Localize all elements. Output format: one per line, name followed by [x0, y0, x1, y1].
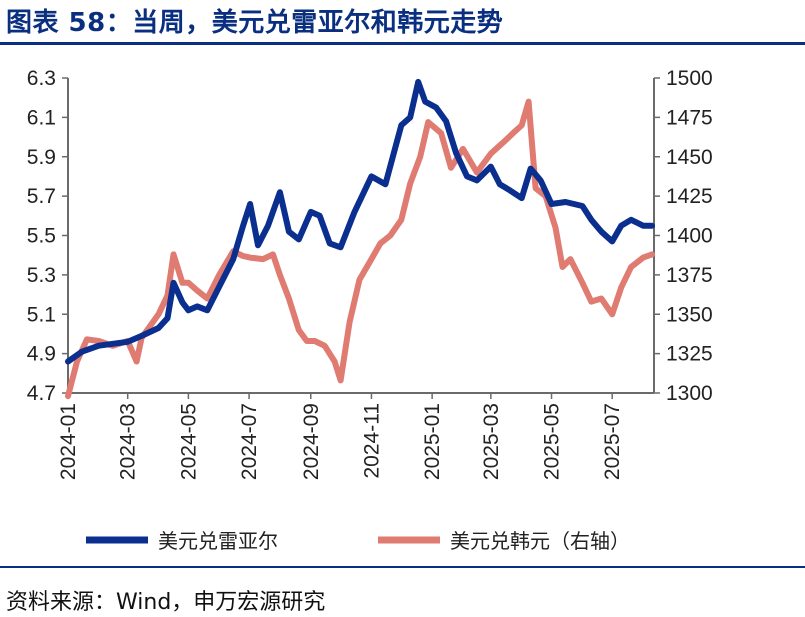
footer-divider	[0, 566, 805, 568]
legend-label: 美元兑韩元（右轴）	[450, 529, 630, 553]
legend: 美元兑雷亚尔 美元兑韩元（右轴）	[86, 529, 630, 553]
right-y-tick-label: 1300	[666, 382, 713, 405]
right-y-ticks: 1300 1325 1350 1375 1400 1425 1450 1475 1500	[654, 67, 713, 405]
right-y-tick-label: 1500	[666, 67, 713, 90]
x-tick-label: 2024-09	[300, 403, 323, 480]
left-y-tick-label: 6.3	[27, 67, 56, 90]
x-tick-label: 2024-07	[238, 403, 261, 480]
x-tick-label: 2024-03	[117, 403, 140, 480]
x-tick-label: 2024-11	[360, 403, 383, 479]
x-tick-label: 2025-07	[601, 403, 624, 480]
x-tick-label: 2024-01	[57, 403, 80, 480]
left-y-ticks: 4.7 4.9 5.1 5.3 5.5 5.7 5.9 6.1 6.3	[27, 67, 68, 405]
right-y-tick-label: 1475	[666, 106, 713, 129]
left-y-tick-label: 4.7	[27, 382, 56, 405]
legend-label: 美元兑雷亚尔	[158, 529, 278, 553]
left-y-tick-label: 4.9	[27, 343, 56, 366]
right-y-tick-label: 1350	[666, 303, 713, 326]
title-divider	[0, 42, 805, 45]
x-tick-label: 2024-05	[177, 403, 200, 480]
series-layer	[65, 78, 655, 400]
series-line-brl	[65, 78, 655, 365]
right-y-tick-label: 1375	[666, 264, 713, 287]
right-y-tick-label: 1325	[666, 343, 713, 366]
series-line-krw	[65, 98, 655, 400]
right-y-tick-label: 1400	[666, 225, 713, 248]
right-y-tick-label: 1425	[666, 185, 713, 208]
x-ticks: 2024-01 2024-03 2024-05 2024-07 2024-09 2024-…	[57, 393, 624, 480]
x-tick-label: 2025-03	[480, 403, 503, 480]
left-y-tick-label: 6.1	[27, 106, 56, 129]
left-y-tick-label: 5.3	[27, 264, 56, 287]
source-note: 资料来源：Wind，申万宏源研究	[6, 590, 326, 615]
x-tick-label: 2025-05	[541, 403, 564, 480]
chart-area: 4.7 4.9 5.1 5.3 5.5 5.7 5.9 6.1 6.3 1300 1325 1350…	[27, 67, 713, 553]
left-y-tick-label: 5.7	[27, 185, 56, 208]
chart-title: 图表 58：当周，美元兑雷亚尔和韩元走势	[6, 8, 504, 38]
right-y-tick-label: 1450	[666, 146, 713, 169]
left-y-tick-label: 5.9	[27, 146, 56, 169]
x-tick-label: 2025-01	[421, 403, 444, 480]
left-y-tick-label: 5.1	[27, 303, 56, 326]
left-y-tick-label: 5.5	[27, 225, 56, 248]
